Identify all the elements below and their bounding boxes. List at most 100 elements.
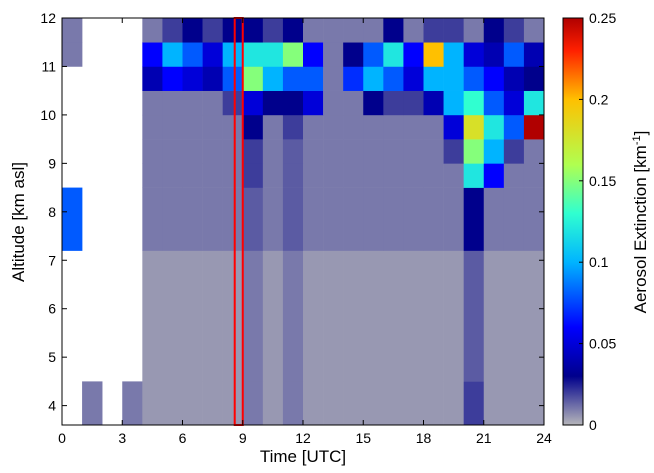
heat-cell [503, 42, 525, 67]
y-tick-label: 11 [41, 58, 56, 74]
heat-cell [503, 381, 525, 426]
heat-cell [503, 139, 525, 164]
heat-cell [403, 42, 424, 67]
heat-cell [463, 381, 485, 426]
heat-cell [282, 66, 304, 91]
heat-cell [222, 381, 244, 426]
heat-cell [282, 381, 304, 426]
heat-cell [423, 381, 444, 426]
heat-cell [262, 18, 284, 43]
heat-cell [202, 187, 223, 251]
heat-cell [423, 163, 444, 188]
heat-cell [222, 66, 244, 91]
heat-cell [222, 163, 244, 188]
x-tick-label: 0 [58, 430, 66, 446]
heat-cell [503, 66, 525, 91]
heat-cell [242, 66, 264, 91]
heat-cell [303, 18, 324, 43]
heat-cell [343, 114, 364, 140]
heat-cell [523, 250, 545, 382]
colorbar-tick-label: 0.2 [589, 91, 609, 107]
heat-cell [523, 66, 545, 91]
heat-cell [222, 187, 244, 251]
heat-cell [262, 66, 284, 91]
heat-cell [323, 18, 344, 43]
heat-cell [182, 18, 203, 43]
heat-cell [262, 139, 284, 164]
heat-cell [383, 250, 404, 382]
heat-cell [423, 90, 444, 116]
heat-cell [483, 66, 505, 91]
heat-cell [282, 18, 304, 43]
heat-cell [62, 187, 83, 251]
heat-cell [182, 66, 203, 91]
heat-cell [383, 139, 404, 164]
heat-cell [383, 381, 404, 426]
heat-cell [423, 114, 444, 140]
heat-cell [323, 187, 344, 251]
heat-cell [262, 163, 284, 188]
heat-cell [443, 187, 464, 251]
heat-cell [403, 114, 424, 140]
heat-cell [182, 42, 203, 67]
heat-cell [282, 163, 304, 188]
heat-cell [82, 381, 103, 426]
heat-cell [182, 187, 203, 251]
x-tick-label: 24 [536, 430, 552, 446]
heat-cell [363, 114, 384, 140]
heat-cell [503, 90, 525, 116]
heat-cell [363, 250, 384, 382]
heat-cell [242, 187, 264, 251]
heat-cell [282, 42, 304, 67]
y-axis-label: Altitude [km asl] [9, 162, 28, 282]
x-tick-label: 9 [239, 430, 247, 446]
heat-cell [423, 250, 444, 382]
heat-cell [363, 381, 384, 426]
heat-cell [443, 66, 464, 91]
heat-cell [403, 90, 424, 116]
heat-cell [242, 381, 264, 426]
heat-cell [343, 187, 364, 251]
heat-cell [323, 381, 344, 426]
heat-cell [62, 18, 83, 43]
heat-cell [242, 42, 264, 67]
heat-cell [262, 381, 284, 426]
heat-cell [423, 18, 444, 43]
heat-cell [523, 163, 545, 188]
heat-cell [463, 187, 485, 251]
heat-cell [403, 139, 424, 164]
heat-cell [282, 114, 304, 140]
heat-cell [222, 139, 244, 164]
heat-cell [142, 90, 163, 116]
heat-cell [323, 114, 344, 140]
x-tick-label: 15 [355, 430, 371, 446]
heat-cell [443, 163, 464, 188]
heat-cell [142, 187, 163, 251]
heat-cell [222, 250, 244, 382]
heat-cell [162, 250, 183, 382]
heat-cell [162, 42, 183, 67]
heat-cell [142, 250, 163, 382]
heat-cell [403, 163, 424, 188]
heat-cell [182, 114, 203, 140]
heat-cell [463, 139, 485, 164]
heat-cell [303, 139, 324, 164]
heat-cell [463, 250, 485, 382]
heat-cell [463, 114, 485, 140]
heat-cell [142, 18, 163, 43]
heat-cell [262, 90, 284, 116]
heat-cell [523, 18, 545, 43]
x-tick-label: 3 [118, 430, 126, 446]
heat-cell [523, 42, 545, 67]
heat-cell [222, 18, 244, 43]
heat-cell [202, 18, 223, 43]
y-tick-label: 4 [48, 398, 56, 414]
heat-cell [142, 114, 163, 140]
heat-cell [443, 42, 464, 67]
heat-cell [403, 66, 424, 91]
heat-cell [242, 139, 264, 164]
heat-cell [303, 66, 324, 91]
heat-cell [443, 139, 464, 164]
heat-cell [383, 18, 404, 43]
